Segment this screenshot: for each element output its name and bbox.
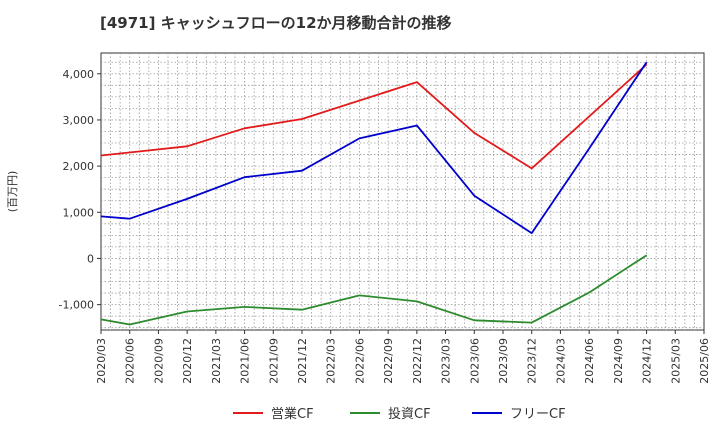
y-tick-label: 3,000 <box>63 114 95 127</box>
series-line-2 <box>100 61 648 235</box>
x-tick-label: 2023/03 <box>440 338 453 384</box>
x-tick-label: 2023/06 <box>468 338 481 384</box>
x-tick-label: 2023/09 <box>497 338 510 384</box>
x-tick-label: 2022/12 <box>411 338 424 384</box>
y-tick-label: 0 <box>87 252 94 265</box>
x-tick-label: 2020/09 <box>152 338 165 384</box>
series-layer <box>100 61 648 326</box>
y-tick-label: -1,000 <box>59 299 94 312</box>
x-tick-label: 2022/03 <box>325 338 338 384</box>
x-tick-label: 2021/03 <box>210 338 223 384</box>
series-line-0 <box>100 63 648 170</box>
x-tick-label: 2025/03 <box>669 338 682 384</box>
chart-title: [4971] キャッシュフローの12か月移動合計の推移 <box>100 14 452 32</box>
x-tick-label: 2020/12 <box>181 338 194 384</box>
x-tick-label: 2020/06 <box>124 338 137 384</box>
x-tick-label: 2021/09 <box>267 338 280 384</box>
x-tick-label: 2020/03 <box>95 338 108 384</box>
y-tick-label: 1,000 <box>63 206 95 219</box>
y-tick-label: 2,000 <box>63 160 95 173</box>
axis-layer: -1,000 0 1,000 2,000 3,000 4,000 (百万円) 2020/03 2… <box>6 68 711 384</box>
x-tick-label: 2023/12 <box>526 338 539 384</box>
x-tick-label: 2021/12 <box>296 338 309 384</box>
x-tick-label: 2024/09 <box>612 338 625 384</box>
legend-label-0: 営業CF <box>271 406 314 422</box>
x-tick-label: 2024/06 <box>583 338 596 384</box>
y-axis-label: (百万円) <box>6 171 19 213</box>
x-tick-label: 2025/06 <box>698 338 711 384</box>
legend-label-1: 投資CF <box>388 406 431 422</box>
x-tick-label: 2021/06 <box>239 338 252 384</box>
legend-label-2: フリーCF <box>510 407 566 422</box>
legend-layer: 営業CF 投資CF フリーCF <box>233 406 566 422</box>
y-tick-label: 4,000 <box>63 68 95 81</box>
x-tick-label: 2022/06 <box>353 338 366 384</box>
x-tick-label: 2022/09 <box>382 338 395 384</box>
x-tick-label: 2024/03 <box>554 338 567 384</box>
x-tick-label: 2024/12 <box>641 338 654 384</box>
series-line-1 <box>100 254 648 326</box>
